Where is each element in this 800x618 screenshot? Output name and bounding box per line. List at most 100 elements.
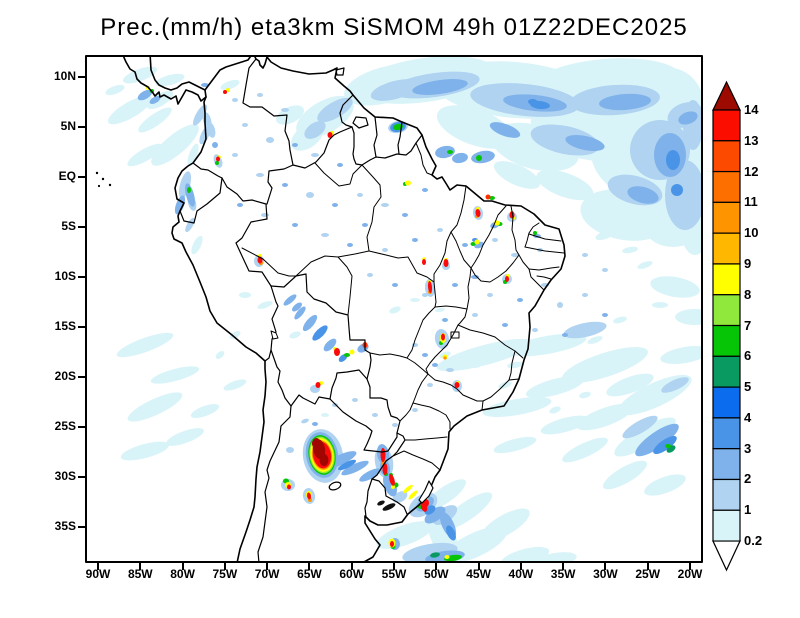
lon-tick-label: 65W	[297, 567, 322, 581]
precip-cell	[391, 485, 395, 489]
lon-tick-label: 75W	[212, 567, 238, 581]
precip-cell	[424, 506, 446, 524]
precip-cell	[304, 121, 326, 139]
precip-cell	[105, 84, 125, 96]
precip-cell	[653, 435, 677, 455]
precip-cell	[430, 552, 440, 558]
precip-cell	[443, 259, 449, 267]
precip-cell	[446, 368, 454, 372]
precip-cell	[212, 142, 218, 148]
precip-cell	[138, 107, 172, 133]
lake-mar-chiquita	[328, 481, 342, 491]
precip-cell	[462, 243, 468, 247]
precip-cell	[422, 259, 426, 265]
colorbar-label: 14	[744, 102, 759, 117]
lon-tick-label: 40W	[508, 567, 534, 581]
precip-cell	[579, 391, 591, 399]
precip-cell	[357, 193, 363, 197]
colorbar-segment	[712, 448, 741, 481]
precip-cell	[312, 325, 328, 341]
precip-cell	[678, 111, 698, 125]
precip-cell	[367, 273, 373, 277]
lon-tick-label: 90W	[85, 567, 111, 581]
precip-cell	[435, 307, 445, 313]
precip-cell	[675, 309, 703, 325]
colorbar-under-arrow	[712, 540, 741, 572]
lon-tick-label: 50W	[423, 567, 449, 581]
colorbar-label: 13	[744, 132, 759, 148]
lat-tick-mark	[78, 326, 85, 328]
lon-tick-mark	[350, 563, 353, 570]
lon-tick-label: 70W	[254, 567, 280, 581]
state-borders	[241, 142, 565, 471]
precip-cell	[533, 231, 537, 235]
precip-cell	[671, 184, 683, 196]
precip-cell	[337, 459, 357, 471]
precip-cell	[116, 332, 174, 358]
precip-cell	[565, 134, 605, 152]
precip-cell	[107, 95, 153, 125]
precip-cell	[381, 203, 389, 207]
colorbar-segment	[712, 232, 741, 265]
precip-cell	[563, 321, 607, 339]
precip-cell	[266, 137, 274, 143]
precip-cell	[286, 447, 294, 453]
colorbar-label: 1	[744, 502, 752, 518]
precip-layer	[105, 56, 703, 563]
precip-cell	[410, 298, 420, 302]
precip-cell	[441, 492, 493, 530]
precip-cell	[412, 79, 468, 95]
precip-cell	[475, 209, 481, 217]
precip-cell	[595, 229, 615, 241]
coastline-central-america-pacific	[122, 55, 207, 105]
lat-tick-label: 10N	[53, 69, 76, 83]
colorbar-label: 12	[744, 163, 759, 179]
colorbar-label: 11	[744, 194, 758, 210]
precip-cell	[536, 169, 594, 201]
lon-tick-label: 30W	[593, 567, 618, 581]
precip-cell	[614, 417, 676, 457]
precip-cell	[306, 492, 312, 500]
precip-cell	[372, 413, 378, 417]
precip-cell	[576, 403, 634, 431]
precip-cell	[146, 90, 174, 110]
precip-cell	[201, 83, 209, 87]
precip-cell	[155, 73, 185, 87]
precip-cell	[306, 192, 314, 198]
lat-tick-label: 15S	[54, 319, 76, 333]
precip-cell	[229, 331, 241, 339]
precip-cell	[557, 302, 563, 308]
precip-cell	[511, 253, 519, 257]
precip-cell	[315, 382, 321, 388]
precip-cell	[652, 302, 668, 308]
colorbar-segment	[712, 140, 741, 173]
colorbar-segment	[712, 170, 741, 203]
lon-tick-label: 20W	[677, 567, 703, 581]
colorbar-label: 3	[744, 440, 752, 456]
lat-tick-label: 25S	[54, 419, 76, 433]
precip-cell	[302, 314, 318, 332]
precip-cell	[613, 316, 627, 324]
precip-cell	[237, 203, 243, 207]
lon-tick-mark	[223, 563, 226, 570]
precip-cell	[471, 275, 479, 279]
lon-tick-mark	[435, 563, 438, 570]
precip-cell	[362, 223, 368, 227]
precip-cell	[389, 306, 401, 314]
lat-tick-mark	[78, 276, 85, 278]
precip-cell	[215, 161, 219, 165]
precip-cell	[359, 468, 381, 482]
precip-cell	[127, 143, 163, 167]
precip-cell	[485, 194, 491, 200]
precip-cell	[321, 233, 329, 237]
precip-cell	[223, 90, 227, 94]
lon-tick-label: 60W	[339, 567, 365, 581]
lat-tick-label: 20S	[54, 369, 76, 383]
lon-tick-mark	[266, 563, 269, 570]
precip-cell	[232, 153, 238, 157]
precip-cell	[622, 246, 638, 254]
precip-cell	[528, 395, 542, 405]
precip-cell	[220, 79, 240, 91]
precip-cell	[344, 353, 350, 357]
precip-cell	[311, 153, 319, 157]
